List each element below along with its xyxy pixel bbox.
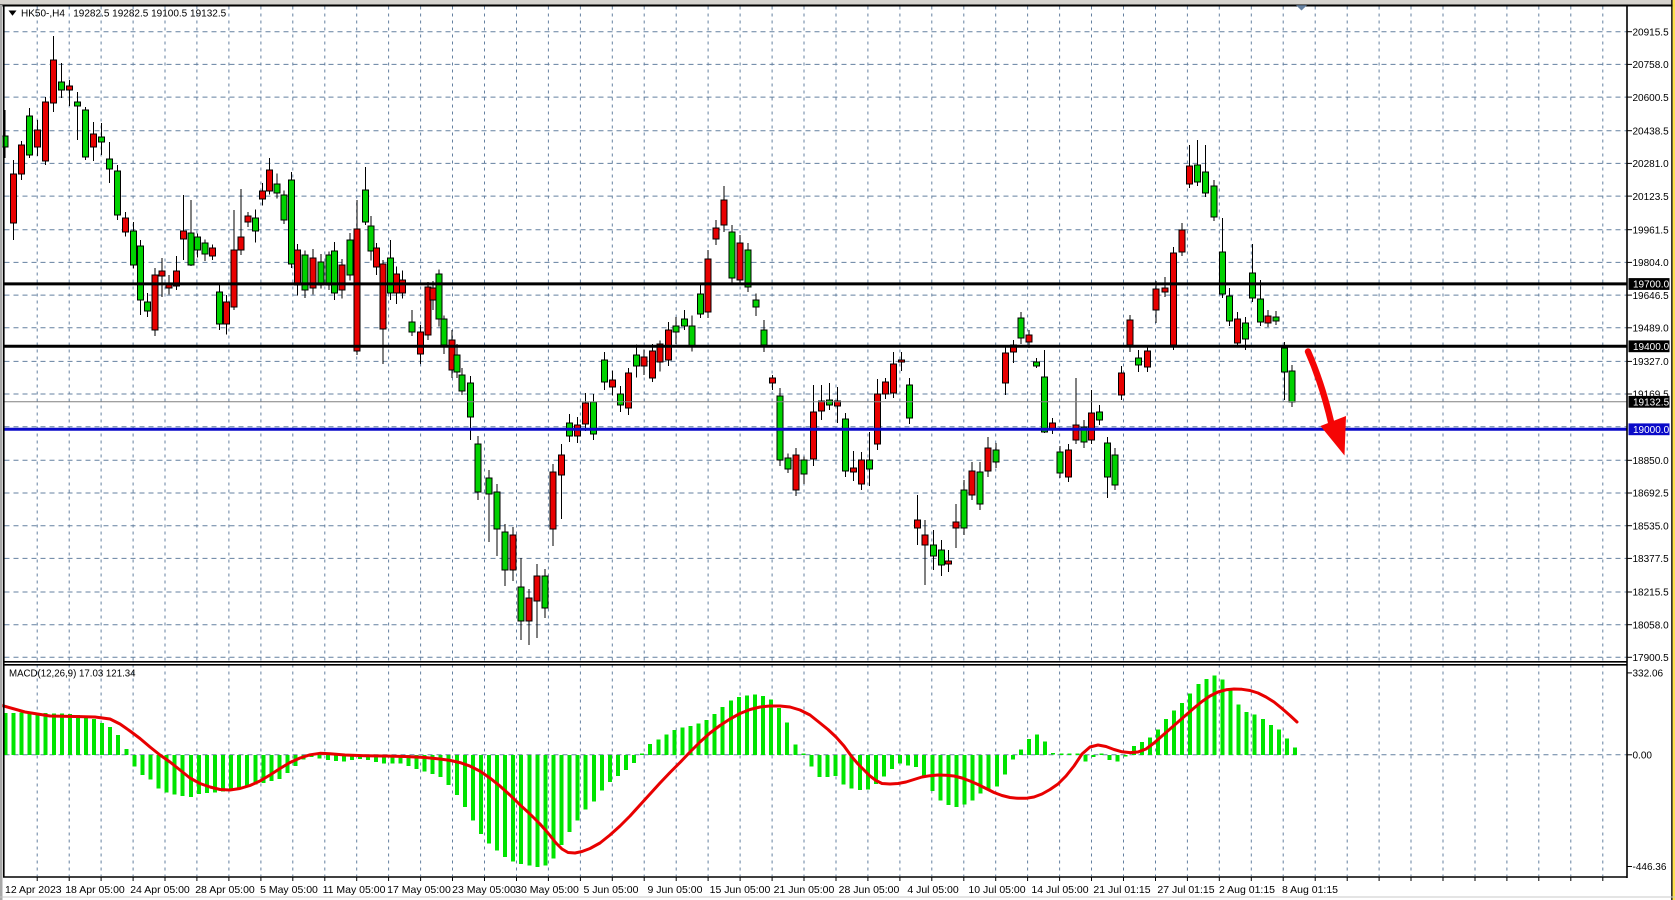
svg-text:21 Jul 01:15: 21 Jul 01:15 [1093, 884, 1150, 896]
svg-text:28 Jun 05:00: 28 Jun 05:00 [839, 884, 900, 896]
svg-text:-446.36: -446.36 [1633, 862, 1667, 873]
svg-text:15 Jun 05:00: 15 Jun 05:00 [710, 884, 771, 896]
svg-text:30 May 05:00: 30 May 05:00 [515, 884, 579, 896]
svg-text:18535.0: 18535.0 [1633, 521, 1670, 532]
svg-text:10 Jul 05:00: 10 Jul 05:00 [968, 884, 1025, 896]
svg-text:HK50-,H4 19282.5 19282.5 191: HK50-,H4 19282.5 19282.5 19100.5 19132.5 [21, 8, 227, 19]
svg-text:19489.0: 19489.0 [1633, 324, 1670, 335]
svg-text:19000.0: 19000.0 [1633, 425, 1670, 436]
svg-text:19400.0: 19400.0 [1633, 342, 1670, 353]
svg-text:19804.0: 19804.0 [1633, 258, 1670, 269]
svg-text:27 Jul 01:15: 27 Jul 01:15 [1157, 884, 1214, 896]
svg-text:19700.0: 19700.0 [1633, 280, 1670, 291]
svg-text:9 Jun 05:00: 9 Jun 05:00 [648, 884, 703, 896]
svg-text:18 Apr 05:00: 18 Apr 05:00 [65, 884, 125, 896]
svg-text:28 Apr 05:00: 28 Apr 05:00 [195, 884, 255, 896]
svg-text:14 Jul 05:00: 14 Jul 05:00 [1031, 884, 1088, 896]
svg-text:20438.5: 20438.5 [1633, 126, 1670, 137]
svg-text:23 May 05:00: 23 May 05:00 [452, 884, 516, 896]
svg-text:19646.5: 19646.5 [1633, 291, 1670, 302]
svg-text:21 Jun 05:00: 21 Jun 05:00 [774, 884, 835, 896]
svg-text:2 Aug 01:15: 2 Aug 01:15 [1219, 884, 1275, 896]
svg-text:20600.5: 20600.5 [1633, 93, 1670, 104]
svg-text:24 Apr 05:00: 24 Apr 05:00 [130, 884, 190, 896]
svg-text:18377.5: 18377.5 [1633, 554, 1670, 565]
svg-text:20915.5: 20915.5 [1633, 27, 1670, 38]
svg-text:11 May 05:00: 11 May 05:00 [323, 884, 386, 896]
svg-text:12 Apr 2023: 12 Apr 2023 [5, 884, 62, 896]
svg-text:0.00: 0.00 [1633, 751, 1653, 762]
svg-text:MACD(12,26,9) 17.03 121.34: MACD(12,26,9) 17.03 121.34 [9, 669, 136, 680]
svg-text:18215.5: 18215.5 [1633, 588, 1670, 599]
svg-text:5 Jun 05:00: 5 Jun 05:00 [584, 884, 639, 896]
svg-text:17900.5: 17900.5 [1633, 653, 1670, 664]
svg-text:19327.0: 19327.0 [1633, 357, 1670, 368]
svg-text:19169.5: 19169.5 [1633, 390, 1670, 401]
svg-text:8 Aug 01:15: 8 Aug 01:15 [1282, 884, 1338, 896]
svg-text:18692.5: 18692.5 [1633, 489, 1670, 500]
svg-text:18850.0: 18850.0 [1633, 456, 1670, 467]
svg-text:17 May 05:00: 17 May 05:00 [387, 884, 451, 896]
svg-text:4 Jul 05:00: 4 Jul 05:00 [907, 884, 959, 896]
svg-text:20123.5: 20123.5 [1633, 192, 1670, 203]
svg-text:18058.0: 18058.0 [1633, 620, 1670, 631]
svg-text:19961.5: 19961.5 [1633, 225, 1670, 236]
svg-text:5 May 05:00: 5 May 05:00 [260, 884, 318, 896]
svg-text:19132.5: 19132.5 [1633, 398, 1670, 409]
svg-text:332.06: 332.06 [1633, 669, 1664, 680]
svg-text:20758.0: 20758.0 [1633, 60, 1670, 71]
svg-text:20281.0: 20281.0 [1633, 159, 1670, 170]
